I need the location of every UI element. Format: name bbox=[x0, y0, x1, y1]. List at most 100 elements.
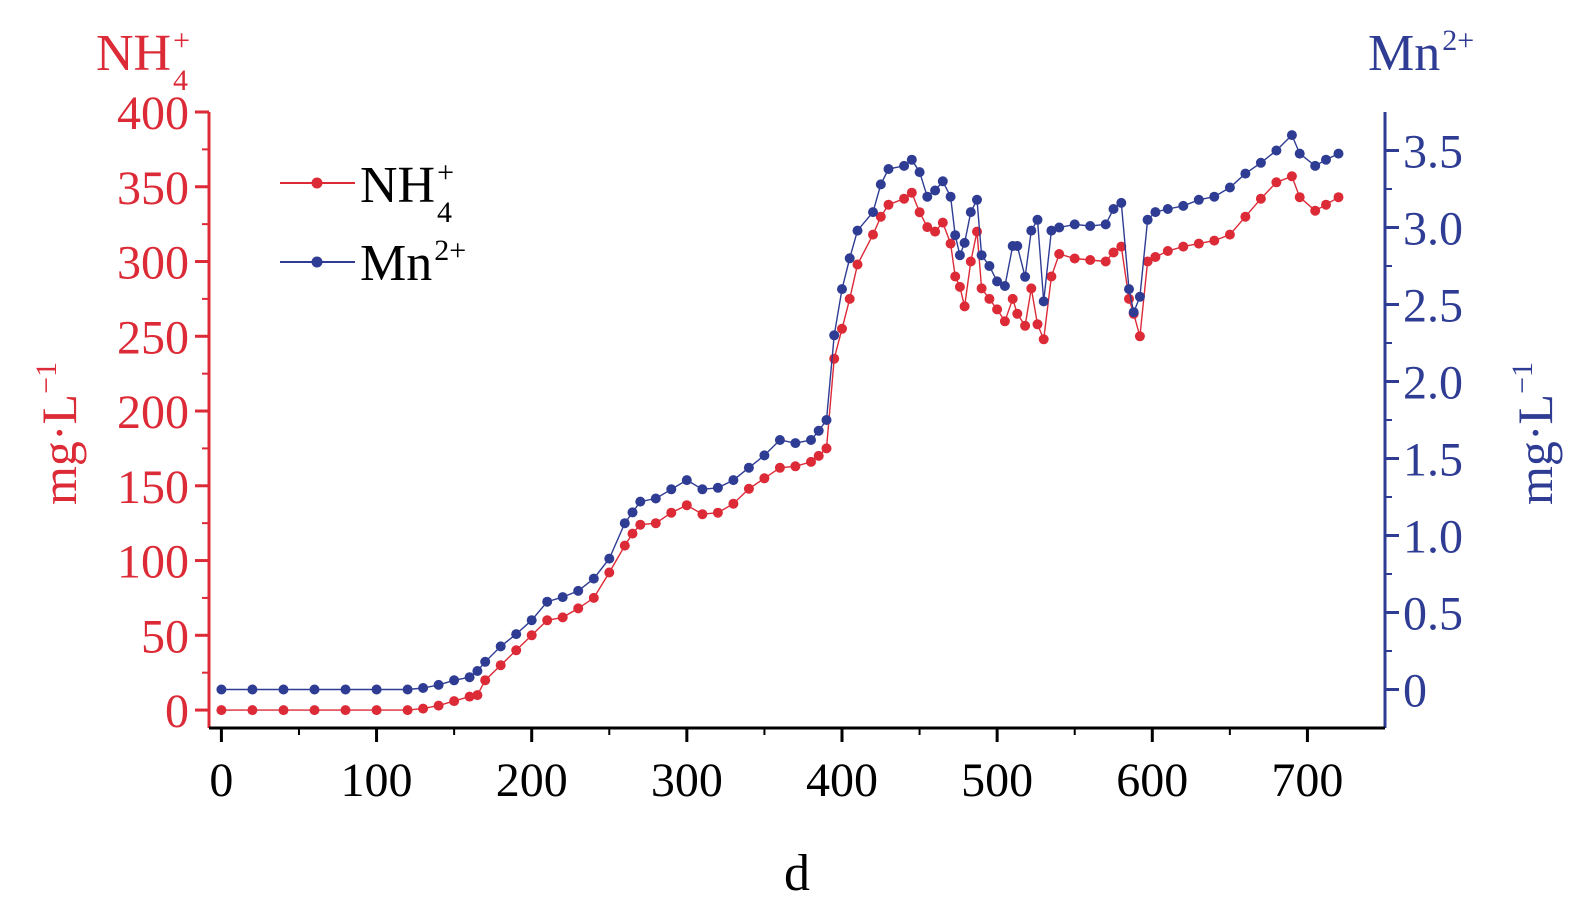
data-point-nh4 bbox=[619, 540, 630, 551]
data-point-nh4 bbox=[1020, 320, 1031, 331]
data-point-mn bbox=[1271, 145, 1282, 156]
data-point-mn bbox=[573, 585, 584, 596]
data-point-mn bbox=[774, 435, 785, 445]
data-point-nh4 bbox=[495, 660, 506, 671]
data-point-nh4 bbox=[883, 199, 894, 210]
data-point-mn bbox=[999, 281, 1010, 291]
data-point-mn bbox=[852, 225, 863, 236]
data-point-mn bbox=[495, 641, 506, 652]
x-tick-label: 500 bbox=[961, 754, 1033, 807]
data-point-mn bbox=[309, 684, 320, 695]
left-axis-series-title: NH+ 4 bbox=[96, 24, 190, 97]
data-point-nh4 bbox=[999, 316, 1010, 327]
data-point-mn bbox=[829, 330, 840, 341]
data-point-mn bbox=[604, 553, 615, 564]
data-point-nh4 bbox=[806, 456, 816, 467]
data-point-nh4 bbox=[1012, 308, 1023, 319]
data-point-nh4 bbox=[1100, 256, 1111, 267]
data-point-nh4 bbox=[1286, 171, 1297, 182]
data-point-nh4 bbox=[922, 222, 933, 233]
data-point-mn bbox=[875, 179, 886, 190]
left-y-tick-label: 50 bbox=[141, 610, 189, 663]
data-point-nh4 bbox=[774, 462, 785, 473]
data-point-mn bbox=[821, 415, 832, 425]
data-point-nh4 bbox=[309, 705, 320, 716]
data-point-mn bbox=[1310, 160, 1321, 171]
legend-label-nh4: NH+ 4 bbox=[360, 156, 454, 229]
data-point-mn bbox=[790, 438, 801, 449]
data-point-mn bbox=[480, 656, 491, 667]
x-axis-label: d bbox=[784, 845, 810, 902]
data-point-mn bbox=[697, 484, 708, 495]
data-point-mn bbox=[906, 154, 917, 165]
data-point-mn bbox=[868, 207, 878, 218]
x-tick-label: 300 bbox=[651, 754, 723, 807]
data-point-mn bbox=[1294, 148, 1305, 159]
left-y-tick-label: 200 bbox=[117, 386, 189, 439]
data-point-nh4 bbox=[1085, 255, 1096, 265]
data-point-mn bbox=[681, 475, 692, 486]
data-point-nh4 bbox=[1032, 319, 1043, 330]
data-point-mn bbox=[247, 684, 258, 695]
data-point-nh4 bbox=[1294, 192, 1305, 203]
x-tick-label: 100 bbox=[341, 754, 413, 807]
data-point-nh4 bbox=[480, 675, 491, 686]
data-point-nh4 bbox=[449, 696, 460, 707]
data-point-mn bbox=[1150, 207, 1161, 218]
data-point-mn bbox=[1046, 225, 1057, 236]
right-y-tick-label: 1.0 bbox=[1403, 511, 1463, 564]
data-point-nh4 bbox=[418, 703, 429, 714]
legend-item-mn: Mn2+ bbox=[280, 234, 466, 292]
left-axis-unit-label: mg·L−1 bbox=[30, 362, 87, 505]
data-point-nh4 bbox=[1255, 193, 1266, 204]
data-point-mn bbox=[959, 237, 970, 248]
x-tick-label: 700 bbox=[1271, 754, 1343, 807]
data-point-mn bbox=[449, 675, 460, 686]
data-point-mn bbox=[542, 596, 553, 607]
data-point-mn bbox=[1100, 219, 1111, 230]
data-point-mn bbox=[1240, 168, 1251, 179]
data-point-nh4 bbox=[875, 211, 886, 222]
data-point-mn bbox=[1209, 191, 1220, 202]
data-point-nh4 bbox=[959, 301, 970, 312]
data-point-nh4 bbox=[1271, 177, 1282, 188]
data-point-mn bbox=[954, 250, 965, 261]
data-point-mn bbox=[650, 493, 661, 504]
data-point-nh4 bbox=[759, 473, 770, 484]
data-point-mn bbox=[627, 507, 638, 518]
data-point-nh4 bbox=[588, 592, 599, 603]
data-point-mn bbox=[743, 462, 754, 473]
legend-item-nh4: NH+ 4 bbox=[280, 156, 454, 229]
left-y-tick-label: 300 bbox=[117, 237, 189, 290]
data-point-mn bbox=[402, 684, 413, 695]
data-point-mn bbox=[216, 684, 227, 695]
data-point-nh4 bbox=[635, 519, 646, 530]
right-y-tick-label: 0.5 bbox=[1403, 588, 1463, 641]
data-point-nh4 bbox=[1116, 241, 1127, 252]
data-point-nh4 bbox=[899, 193, 910, 204]
data-point-nh4 bbox=[712, 507, 723, 518]
data-point-nh4 bbox=[627, 528, 638, 539]
data-point-nh4 bbox=[1321, 199, 1331, 210]
data-point-nh4 bbox=[743, 483, 754, 494]
data-point-mn bbox=[806, 435, 816, 445]
right-y-tick-label: 3.0 bbox=[1403, 203, 1463, 256]
data-point-mn bbox=[418, 683, 429, 693]
data-point-nh4 bbox=[340, 705, 351, 716]
data-point-mn bbox=[511, 629, 522, 640]
data-point-nh4 bbox=[697, 509, 708, 520]
data-point-nh4 bbox=[1162, 246, 1173, 256]
data-point-mn bbox=[883, 164, 894, 174]
right-y-tick-label: 3.5 bbox=[1403, 126, 1463, 179]
data-point-mn bbox=[950, 230, 961, 241]
right-axis-series-title: Mn2+ bbox=[1368, 24, 1474, 82]
data-point-nh4 bbox=[433, 700, 444, 711]
data-point-nh4 bbox=[511, 645, 522, 656]
x-tick-label: 400 bbox=[806, 754, 878, 807]
data-point-mn bbox=[635, 496, 646, 507]
data-point-mn bbox=[945, 191, 956, 202]
data-point-nh4 bbox=[247, 705, 258, 716]
data-point-nh4 bbox=[1007, 293, 1018, 304]
x-tick-label: 200 bbox=[496, 754, 568, 807]
right-y-tick-label: 1.5 bbox=[1403, 434, 1463, 487]
